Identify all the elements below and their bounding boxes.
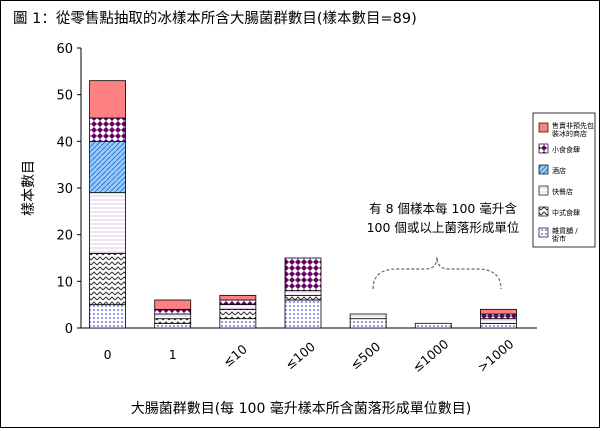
bar-segment xyxy=(89,140,126,194)
annotation-line-1: 有 8 個樣本每 100 毫升含 xyxy=(369,201,517,216)
y-axis-label: 樣本數目 xyxy=(20,160,37,216)
bar-segment xyxy=(284,299,322,329)
bar-segment xyxy=(154,299,192,310)
bar-segment xyxy=(480,318,517,324)
bar-segment xyxy=(89,80,126,119)
y-tick-label: 20 xyxy=(56,229,73,244)
bar-segment xyxy=(89,117,126,142)
bar-segment xyxy=(219,294,257,301)
bar-segment xyxy=(154,308,192,315)
legend-swatch xyxy=(538,143,549,154)
x-tick-labels: 0 1 ≤10 ≤100 ≤500 ≤1000 >1000 xyxy=(104,336,517,375)
x-tick-label: ≤100 xyxy=(282,339,318,373)
bar-segment xyxy=(219,304,257,310)
chart-title: 圖 1：從零售點抽取的冰樣本所含大腸菌群數目(樣本數目=89) xyxy=(13,10,417,27)
bar-segment xyxy=(89,192,126,254)
y-tick-label: 50 xyxy=(56,89,73,104)
bar-segment xyxy=(284,294,322,301)
legend-label: 小食食肆 xyxy=(552,145,580,154)
annotation-box xyxy=(359,194,527,240)
bar-segment xyxy=(154,318,192,324)
bar-segment xyxy=(219,308,257,320)
y-tick-label: 40 xyxy=(56,135,73,150)
legend-label-cont: 裝冰的商店 xyxy=(552,129,587,138)
annotation-brace xyxy=(372,256,502,290)
y-tick-labels: 0 10 20 30 40 50 60 xyxy=(56,42,73,337)
bar-segment xyxy=(89,304,126,329)
x-tick-label: 1 xyxy=(169,347,177,362)
bar-segment xyxy=(480,322,517,329)
bar-segment xyxy=(219,299,257,306)
legend-swatch xyxy=(538,227,549,238)
bar-segment xyxy=(349,318,387,329)
bar-segment xyxy=(480,308,517,315)
legend-label: 售賣非預先包 xyxy=(552,121,594,130)
x-axis-label: 大腸菌群數目(每 100 毫升樣本所含菌落形成單位數目) xyxy=(131,400,472,417)
bar-segment xyxy=(154,322,192,329)
legend-swatch xyxy=(538,122,549,133)
y-tick-label: 10 xyxy=(56,275,73,290)
x-tick-label: >1000 xyxy=(475,336,517,375)
legend-label: 中式食肆 xyxy=(552,208,580,217)
x-tick-label: 0 xyxy=(104,347,112,362)
bar-segment xyxy=(349,313,387,320)
legend-label-cont: 街市 xyxy=(552,234,566,243)
x-tick-label: ≤1000 xyxy=(409,336,451,375)
x-tick-label: ≤10 xyxy=(220,341,250,369)
legend-frame xyxy=(532,112,596,248)
legend-swatch xyxy=(538,206,549,217)
bar-segment xyxy=(154,313,192,320)
legend-label: 酒店 xyxy=(552,166,566,175)
bar-segment xyxy=(284,257,322,292)
bar-segment xyxy=(414,322,452,329)
bar-segment xyxy=(480,313,517,320)
annotation: 有 8 個樣本每 100 毫升含 100 個或以上菌落形成單位 xyxy=(359,194,527,290)
bar-segment xyxy=(284,290,322,296)
legend-label: 快餐店 xyxy=(552,187,573,196)
legend-swatch xyxy=(538,164,549,175)
y-tick-label: 30 xyxy=(56,182,73,197)
bar-segment xyxy=(219,318,257,329)
bars xyxy=(89,80,517,329)
legend-swatch xyxy=(538,185,549,196)
bar-segment xyxy=(89,252,126,306)
annotation-line-2: 100 個或以上菌落形成單位 xyxy=(367,220,520,235)
y-tick-label: 60 xyxy=(56,42,73,57)
legend-label: 雜貨舖 / xyxy=(552,226,578,235)
x-tick-label: ≤500 xyxy=(347,339,383,373)
y-tick-label: 0 xyxy=(65,322,73,337)
